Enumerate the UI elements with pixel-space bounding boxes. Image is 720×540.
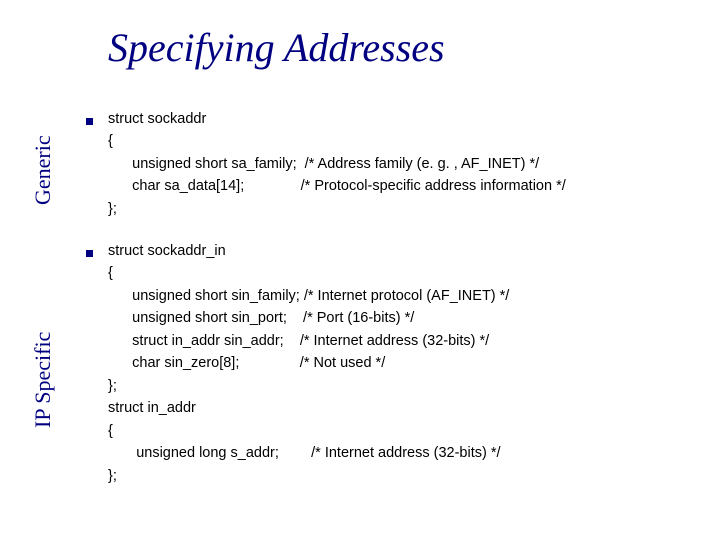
bullet-icon (86, 250, 93, 257)
code-sockaddr: struct sockaddr { unsigned short sa_fami… (108, 108, 566, 220)
label-generic: Generic (30, 120, 56, 220)
slide-title: Specifying Addresses (108, 24, 445, 71)
bullet-icon (86, 118, 93, 125)
code-sockaddr-in: struct sockaddr_in { unsigned short sin_… (108, 240, 509, 487)
label-ipspecific: IP Specific (30, 295, 56, 465)
